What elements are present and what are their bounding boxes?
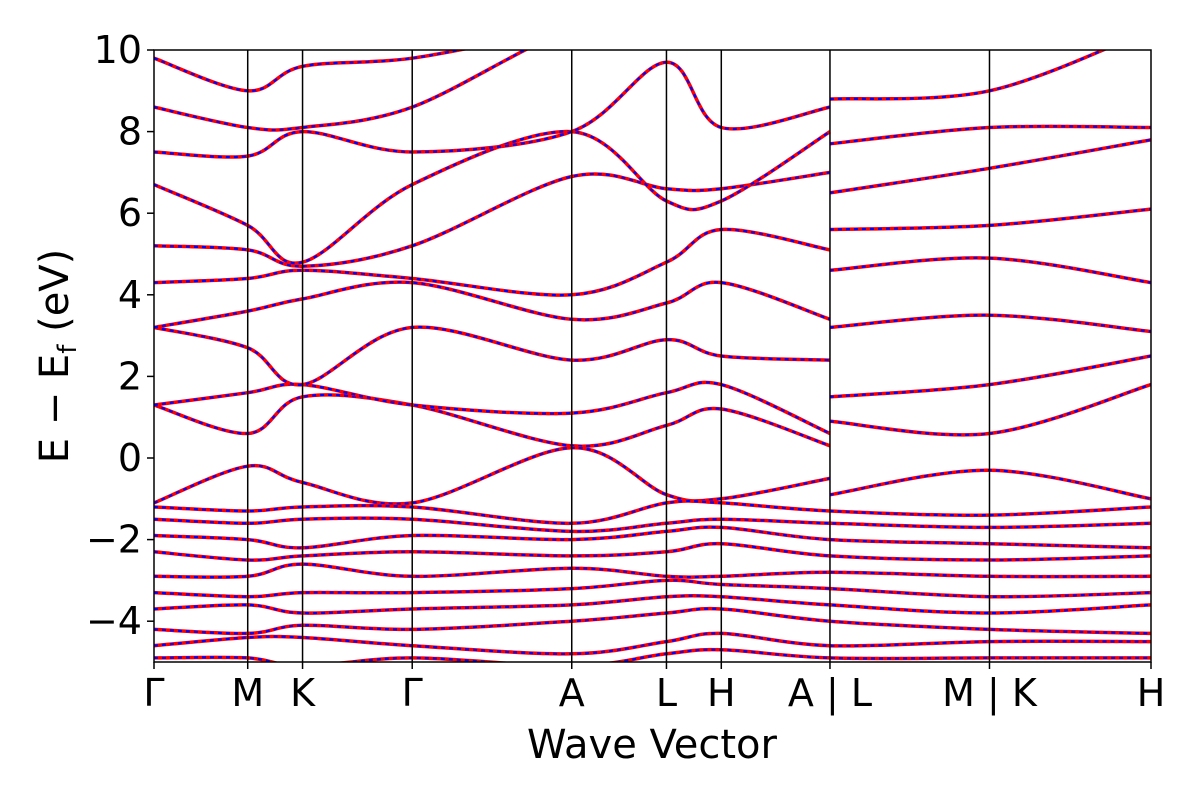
band-line-blue xyxy=(829,208,1151,231)
band-line-red xyxy=(829,207,1151,232)
band-line-red xyxy=(154,50,469,93)
x-tick-label: H xyxy=(1137,671,1166,715)
y-tick-label: 4 xyxy=(118,273,142,317)
y-tick-label: 2 xyxy=(118,354,142,398)
band-line-blue xyxy=(154,393,831,448)
y-tick-label: −2 xyxy=(86,518,142,562)
band-line-blue xyxy=(154,130,831,265)
plot-frame xyxy=(153,49,1152,663)
band-line-blue xyxy=(154,281,831,329)
band-line-red xyxy=(829,50,1108,101)
x-tick-label: Γ xyxy=(402,671,423,715)
band-line-blue xyxy=(154,648,1151,662)
x-tick-label: L xyxy=(656,671,677,715)
band-line-red xyxy=(154,631,1151,656)
x-axis-title: Wave Vector xyxy=(527,722,778,768)
band-line-blue xyxy=(154,326,831,386)
x-tick-label: A xyxy=(559,671,585,715)
y-tick-label: −4 xyxy=(86,599,142,643)
y-axis-ticks: −4 −2 0 2 4 6 8 10 xyxy=(86,28,154,643)
band-line-red xyxy=(154,593,1151,615)
band-line-red xyxy=(154,562,1151,579)
band-line-red xyxy=(154,325,831,387)
bands-layer xyxy=(154,50,1151,662)
y-axis-title-subscript: f xyxy=(53,344,83,354)
band-line-blue xyxy=(154,446,831,505)
band-line-red xyxy=(154,446,831,506)
x-tick-label: H xyxy=(707,671,736,715)
band-line-red xyxy=(154,60,831,159)
band-line-red xyxy=(154,525,1151,550)
band-line-blue xyxy=(829,256,1151,284)
y-axis-title: E − Ef (eV) xyxy=(32,249,83,464)
band-line-red xyxy=(154,516,1151,534)
band-line-blue xyxy=(829,469,1151,500)
band-line-blue xyxy=(154,61,831,159)
band-line-blue xyxy=(154,50,528,132)
band-line-blue xyxy=(154,171,831,268)
band-line-red xyxy=(154,606,1151,636)
y-tick-label: 8 xyxy=(118,110,142,154)
band-line-blue xyxy=(154,525,1151,549)
band-line-blue xyxy=(154,228,831,297)
y-tick-label: 0 xyxy=(118,436,142,480)
y-tick-label: 6 xyxy=(118,191,142,235)
band-line-red xyxy=(154,578,1151,599)
band-line-red xyxy=(154,170,831,268)
x-tick-label: M | K xyxy=(942,671,1038,716)
band-line-red xyxy=(154,393,831,448)
band-line-blue xyxy=(829,50,1106,101)
band-line-red xyxy=(829,256,1151,285)
y-axis-title-main: E − E xyxy=(32,354,78,464)
band-line-red xyxy=(154,647,1151,662)
x-tick-label: M xyxy=(231,671,264,715)
band-line-blue xyxy=(154,50,466,92)
high-symmetry-lines xyxy=(246,50,991,662)
band-line-red xyxy=(829,354,1151,399)
band-line-blue xyxy=(154,381,831,435)
band-line-blue xyxy=(829,354,1151,398)
band-line-red xyxy=(829,124,1151,146)
x-tick-label: K xyxy=(290,671,316,715)
band-line-red xyxy=(154,50,529,132)
y-tick-label: 10 xyxy=(94,28,142,72)
band-line-blue xyxy=(829,314,1151,333)
band-line-red xyxy=(154,541,1151,562)
x-tick-label: A | L xyxy=(788,671,872,716)
band-line-red xyxy=(154,129,831,265)
y-axis-title-unit: (eV) xyxy=(32,249,78,345)
x-tick-label: Γ xyxy=(143,671,164,715)
band-line-red xyxy=(154,499,1151,526)
